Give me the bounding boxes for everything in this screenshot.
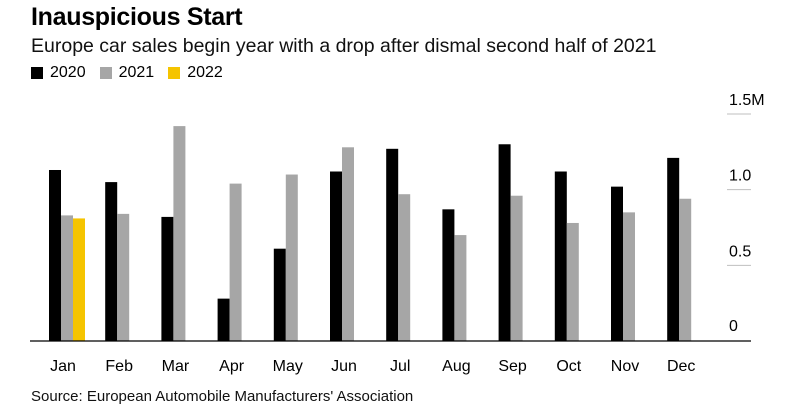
legend-label-2020: 2020 xyxy=(50,64,86,81)
bar-2020-aug xyxy=(442,209,455,341)
bar-2021-feb xyxy=(117,213,130,341)
legend-label-2022: 2022 xyxy=(187,64,223,81)
y-tick-label: 0.5 xyxy=(729,243,751,260)
bar-2022-jan xyxy=(73,218,85,341)
y-tick-label: 1.0 xyxy=(729,168,751,185)
bar-2020-apr xyxy=(217,298,230,341)
bar-2021-may xyxy=(285,174,298,341)
x-tick-label: Apr xyxy=(219,358,245,375)
bar-2021-apr xyxy=(229,183,242,341)
bar-2021-dec xyxy=(679,198,692,341)
legend-swatch-2021 xyxy=(99,67,112,79)
bar-2020-jul xyxy=(386,148,399,341)
x-tick-label: Jan xyxy=(50,358,76,375)
bar-2020-feb xyxy=(105,182,118,341)
chart-subtitle: Europe car sales begin year with a drop … xyxy=(31,35,657,57)
y-tick-label: 0 xyxy=(729,318,738,335)
legend-swatch-2020 xyxy=(31,67,43,79)
legend-label-2021: 2021 xyxy=(118,64,155,81)
y-tick-label: 1.5M xyxy=(729,92,765,109)
bar-2021-sep xyxy=(510,195,523,341)
x-tick-label: Aug xyxy=(442,358,470,375)
bar-2021-oct xyxy=(566,222,579,341)
bar-2021-mar xyxy=(173,126,186,342)
bar-2021-jul xyxy=(398,194,411,341)
legend: 2020 2021 2022 xyxy=(31,64,237,82)
x-tick-label: Jul xyxy=(390,358,410,375)
bar-2021-jun xyxy=(342,147,354,341)
bar-2021-nov xyxy=(623,212,635,341)
bar-2020-nov xyxy=(611,186,623,341)
bar-2020-oct xyxy=(554,171,567,341)
bar-2020-jun xyxy=(330,171,342,341)
x-tick-label: Mar xyxy=(162,358,190,375)
bar-2020-may xyxy=(273,248,286,341)
x-tick-label: Dec xyxy=(667,358,695,375)
bar-2021-aug xyxy=(454,235,467,341)
legend-item-2022: 2022 xyxy=(168,64,223,82)
x-tick-label: May xyxy=(273,358,303,375)
legend-item-2020: 2020 xyxy=(31,64,86,82)
bar-2020-sep xyxy=(498,144,511,341)
bar-2020-mar xyxy=(161,216,174,341)
bar-2020-dec xyxy=(667,157,680,341)
chart-title: Inauspicious Start xyxy=(31,3,243,31)
x-tick-label: Sep xyxy=(498,358,527,375)
bar-2021-jan xyxy=(61,215,73,341)
source-note: Source: European Automobile Manufacturer… xyxy=(31,388,414,405)
bar-2020-jan xyxy=(49,169,61,341)
x-tick-label: Oct xyxy=(556,358,581,375)
legend-item-2021: 2021 xyxy=(99,64,155,82)
legend-swatch-2022 xyxy=(168,67,181,79)
x-tick-label: Jun xyxy=(331,358,357,375)
x-tick-label: Feb xyxy=(105,358,133,375)
x-tick-label: Nov xyxy=(611,358,639,375)
